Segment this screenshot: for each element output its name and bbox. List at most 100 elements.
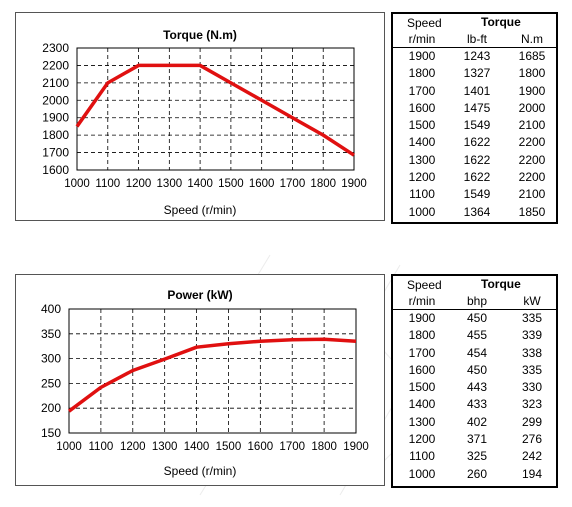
table-row: 1200 371 276: [393, 431, 556, 448]
torque-cell: 1400: [408, 135, 436, 150]
torque-cell: 2200: [518, 135, 546, 150]
power-y-tick-label: 200: [41, 401, 61, 415]
torque-cell: 1327: [463, 66, 491, 81]
torque-cell: 1800: [518, 66, 546, 81]
torque-x-tick-label: 1600: [249, 178, 275, 190]
table-row: 1100 1549 2100: [393, 186, 556, 203]
torque-cell: 1401: [463, 83, 491, 98]
torque-y-tick-label: 2300: [42, 41, 69, 55]
torque-cell: 1300: [408, 152, 436, 167]
power-cell: 450: [466, 362, 488, 377]
power-cell: 338: [521, 345, 543, 360]
torque-cell: 1850: [518, 204, 546, 219]
power-cell: 433: [466, 397, 488, 412]
power-cell: 335: [521, 362, 543, 377]
torque-cell: 1100: [409, 187, 435, 202]
power-cell: 242: [521, 449, 543, 464]
torque-cell: 1549: [463, 118, 491, 133]
torque-cell: 1900: [518, 83, 546, 98]
power-cell: 455: [466, 328, 488, 343]
power-cell: 1100: [409, 449, 435, 464]
torque-y-tick-label: 1900: [42, 111, 69, 125]
power-plot-frame: [68, 308, 357, 434]
power-chart-title: Power (kW): [167, 288, 233, 302]
table-row: 1900 450 335: [393, 310, 556, 327]
power-cell: 1600: [408, 362, 436, 377]
power-x-tick-label: 1200: [120, 441, 146, 453]
torque-chart: 1000 1100 1200 1300 1400 1500 1600 1700 1800 1900…: [42, 41, 367, 190]
unit-speed: r/min: [408, 32, 436, 46]
torque-x-tick-label: 1200: [126, 178, 152, 190]
power-cell: 443: [466, 380, 488, 395]
torque-table-title: Torque: [481, 15, 521, 29]
power-cell: 335: [521, 311, 543, 325]
torque-cell: 1622: [463, 170, 491, 185]
power-x-tick-label: 1500: [216, 441, 242, 453]
table-row: 1400 433 323: [393, 396, 556, 413]
torque-cell: 1900: [408, 49, 436, 63]
torque-cell: 2000: [518, 100, 546, 115]
power-cell: 325: [466, 449, 488, 464]
power-chart-xlabel: Speed (r/min): [163, 464, 237, 478]
power-cell: 1500: [408, 380, 436, 395]
torque-cell: 1622: [463, 152, 491, 167]
power-table: Speed Torque r/min bhp kW 1900 450 335 1800…: [391, 274, 558, 488]
table-row: 1900 1243 1685: [393, 48, 556, 65]
torque-table: Speed Torque r/min lb-ft N.m 1900 1243 168…: [391, 12, 558, 224]
torque-cell: 1243: [463, 49, 491, 63]
table-row: 1100 325 242: [393, 448, 556, 465]
power-table-header: Speed Torque: [393, 276, 556, 293]
torque-cell: 1685: [518, 49, 546, 63]
torque-cell: 1200: [408, 170, 436, 185]
power-x-tick-label: 1400: [184, 441, 210, 453]
table-row: 1600 1475 2000: [393, 100, 556, 117]
torque-y-tick-label: 2200: [42, 58, 69, 72]
power-table-speed-header: Speed: [407, 278, 442, 292]
torque-x-tick-label: 1100: [95, 178, 120, 190]
unit-kw: kW: [523, 294, 541, 308]
torque-cell: 1600: [408, 100, 436, 115]
torque-table-body: 1900 1243 1685 1800 1327 1800 1700 1401 1900 1600…: [393, 48, 556, 221]
power-cell: 1800: [408, 328, 436, 343]
torque-y-tick-label: 1700: [42, 146, 69, 160]
power-cell: 1700: [408, 345, 436, 360]
power-y-tick-label: 350: [41, 327, 61, 341]
power-table-body: 1900 450 335 1800 455 339 1700 454 338 1600 450 335…: [393, 310, 556, 483]
power-cell: 330: [521, 380, 543, 395]
power-cell: 1300: [408, 414, 436, 429]
power-cell: 299: [521, 414, 543, 429]
power-cell: 454: [466, 345, 488, 360]
power-cell: 450: [466, 311, 488, 325]
unit-speed: r/min: [408, 294, 436, 308]
torque-cell: 2200: [518, 170, 546, 185]
torque-y-tick-label: 1800: [42, 128, 69, 142]
torque-table-speed-header: Speed: [407, 16, 442, 30]
torque-table-header: Speed Torque: [393, 14, 556, 31]
power-x-tick-label: 1700: [279, 441, 305, 453]
power-cell: 194: [521, 466, 543, 481]
table-row: 1500 1549 2100: [393, 117, 556, 134]
power-chart-panel: Power (kW) 1000 1100 1200 1300 1400 1500 1600 1…: [15, 274, 385, 486]
power-cell: 1400: [408, 397, 436, 412]
table-row: 1700 1401 1900: [393, 83, 556, 100]
table-row: 1000 260 194: [393, 466, 556, 483]
torque-table-units-row: r/min lb-ft N.m: [393, 31, 556, 48]
table-row: 1300 1622 2200: [393, 152, 556, 169]
torque-cell: 1800: [408, 66, 436, 81]
power-cell: 1900: [408, 311, 436, 325]
power-cell: 1000: [408, 466, 436, 481]
power-x-tick-label: 1900: [343, 441, 369, 453]
power-cell: 1200: [408, 432, 436, 447]
torque-x-tick-label: 1000: [64, 178, 90, 190]
torque-y-tick-label: 1600: [42, 163, 69, 177]
torque-cell: 1700: [408, 83, 436, 98]
power-table-title: Torque: [481, 277, 521, 291]
table-row: 1800 1327 1800: [393, 65, 556, 82]
torque-x-tick-label: 1500: [218, 178, 244, 190]
table-row: 1600 450 335: [393, 362, 556, 379]
torque-x-tick-label: 1900: [341, 178, 367, 190]
torque-cell: 2100: [518, 187, 546, 202]
torque-cell: 1622: [463, 135, 491, 150]
torque-x-tick-label: 1300: [157, 178, 183, 190]
torque-chart-title: Torque (N.m): [163, 28, 237, 42]
